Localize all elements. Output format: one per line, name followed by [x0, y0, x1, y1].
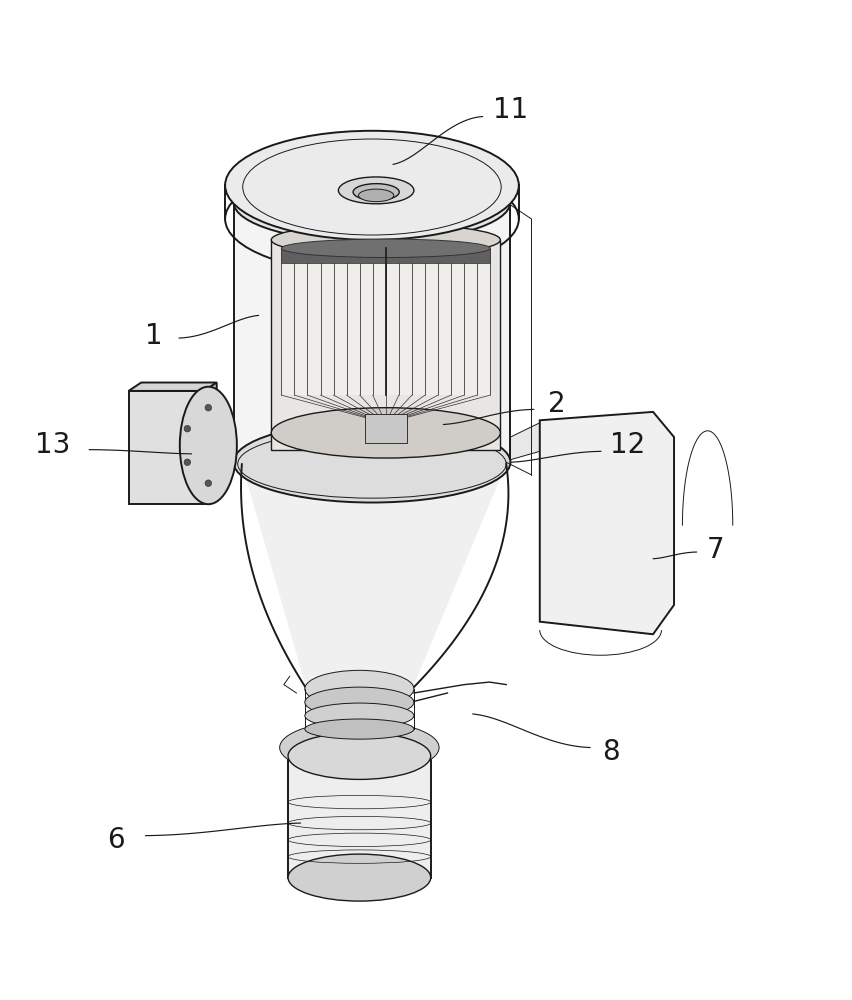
Polygon shape: [365, 414, 406, 443]
Text: 1: 1: [145, 322, 163, 350]
Polygon shape: [129, 391, 204, 504]
Polygon shape: [242, 464, 505, 689]
Polygon shape: [204, 383, 216, 504]
Polygon shape: [129, 383, 216, 391]
Polygon shape: [539, 412, 673, 634]
Text: 2: 2: [547, 390, 565, 418]
Polygon shape: [233, 202, 509, 462]
Polygon shape: [281, 248, 490, 263]
Circle shape: [204, 404, 211, 411]
Ellipse shape: [288, 854, 430, 901]
Circle shape: [204, 480, 211, 487]
Ellipse shape: [271, 408, 500, 458]
Text: 12: 12: [609, 431, 645, 459]
Text: 6: 6: [107, 826, 124, 854]
Ellipse shape: [304, 670, 413, 707]
Polygon shape: [288, 756, 430, 878]
Ellipse shape: [233, 422, 509, 503]
Text: 11: 11: [492, 96, 527, 124]
Polygon shape: [281, 248, 490, 395]
Ellipse shape: [180, 387, 237, 504]
Ellipse shape: [304, 703, 413, 728]
Text: 8: 8: [602, 738, 619, 766]
Ellipse shape: [358, 189, 394, 202]
Text: 7: 7: [706, 536, 724, 564]
Ellipse shape: [279, 721, 439, 774]
Ellipse shape: [304, 687, 413, 717]
Text: 13: 13: [36, 431, 71, 459]
Ellipse shape: [353, 184, 399, 200]
Ellipse shape: [271, 224, 500, 256]
Circle shape: [184, 459, 191, 466]
Ellipse shape: [281, 239, 490, 257]
Polygon shape: [271, 240, 500, 450]
Ellipse shape: [304, 719, 413, 739]
Circle shape: [184, 425, 191, 432]
Polygon shape: [509, 423, 539, 460]
Ellipse shape: [225, 131, 518, 240]
Ellipse shape: [233, 162, 509, 242]
Ellipse shape: [288, 732, 430, 779]
Ellipse shape: [338, 177, 413, 204]
